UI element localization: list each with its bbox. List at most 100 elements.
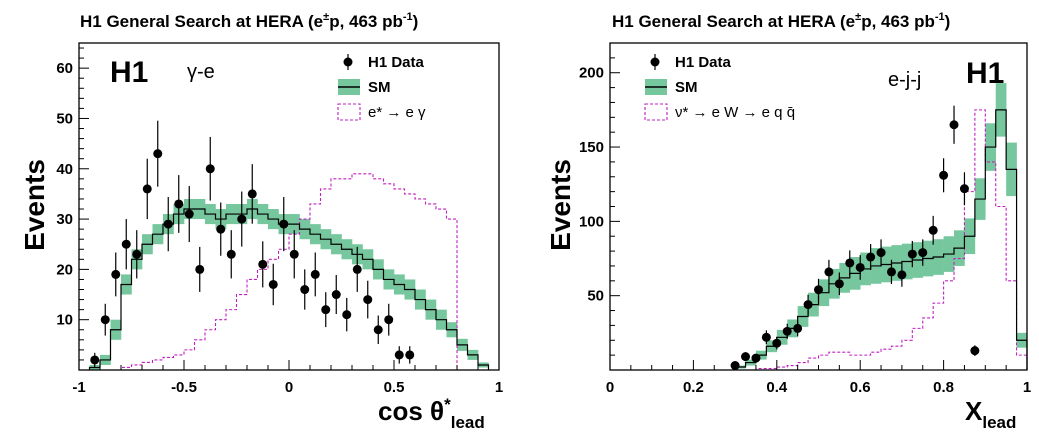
data-point: [866, 253, 875, 262]
channel-label: e-j-j: [888, 69, 921, 91]
data-point: [835, 279, 844, 288]
x-tick-label: 1: [1023, 379, 1031, 396]
title-text: ): [945, 12, 951, 31]
data-point: [783, 327, 792, 336]
title-sup: -1: [403, 11, 413, 23]
data-point: [237, 215, 246, 224]
data-point: [374, 325, 383, 334]
x-tick-label: 0: [606, 379, 614, 396]
legend-label: SM: [368, 79, 391, 96]
data-point: [939, 171, 948, 180]
x-axis-label-sup: *: [444, 395, 451, 414]
data-point: [918, 248, 927, 257]
data-point: [970, 346, 979, 355]
data-point: [111, 270, 120, 279]
title-sup: -1: [935, 11, 945, 23]
data-point: [950, 120, 959, 129]
x-axis-label-main: X: [965, 396, 983, 426]
legend-label: ν* → e W → e q q̄: [675, 104, 795, 121]
data-point: [90, 355, 99, 364]
data-point: [804, 300, 813, 309]
legend: H1 Data SM ν* → e W → e q q̄: [645, 54, 795, 121]
data-point: [101, 315, 110, 324]
x-axis-label: cos θ*lead: [378, 395, 485, 432]
x-axis-label-main: cos θ: [378, 396, 444, 426]
channel-label: γ-e: [187, 61, 215, 83]
data-point: [153, 149, 162, 158]
data-point: [122, 240, 131, 249]
data-point: [279, 220, 288, 229]
legend-label: SM: [675, 79, 698, 96]
y-tick-label: 50: [56, 110, 73, 127]
x-tick-label: 0: [285, 379, 293, 396]
chart-title: H1 General Search at HERA (e±p, 463 pb-1…: [612, 11, 950, 31]
legend-signal-box: [645, 104, 667, 120]
title-text: p, 463 pb: [861, 12, 935, 31]
y-tick-label: 30: [56, 211, 73, 228]
signal-histogram: [90, 174, 489, 370]
x-tick-label: 0.4: [766, 379, 788, 396]
data-point: [300, 285, 309, 294]
title-text: ): [413, 12, 419, 31]
x-tick-label: -0.5: [171, 379, 197, 396]
data-point: [856, 263, 865, 272]
experiment-label: H1: [966, 57, 1004, 90]
y-tick-label: 100: [579, 213, 604, 230]
x-axis-label-sub: lead: [451, 413, 485, 432]
data-point: [793, 324, 802, 333]
legend-label: H1 Data: [675, 54, 732, 71]
x-axis-label-sub: lead: [982, 413, 1016, 432]
data-point: [814, 285, 823, 294]
data-point: [206, 164, 215, 173]
y-tick-label: 150: [579, 139, 604, 156]
data-point: [174, 199, 183, 208]
plot-frame: [610, 43, 1027, 370]
data-point: [143, 184, 152, 193]
data-point: [216, 225, 225, 234]
legend-signal-box: [338, 104, 360, 120]
y-tick-label: 50: [587, 288, 604, 305]
legend-label: e* → e γ: [368, 104, 426, 121]
data-point: [751, 354, 760, 363]
x-axis-label: Xlead: [965, 396, 1016, 432]
data-point: [824, 267, 833, 276]
panel-1: H1 General Search at HERA (e±p, 463 pb-1…: [19, 11, 503, 432]
title-text: H1 General Search at HERA (e: [80, 12, 323, 31]
title-text: p, 463 pb: [329, 12, 403, 31]
x-tick-label: -1: [72, 379, 85, 396]
title-text: H1 General Search at HERA (e: [612, 12, 855, 31]
data-point: [332, 290, 341, 299]
data-point: [897, 270, 906, 279]
data-point: [772, 339, 781, 348]
data-point: [132, 250, 141, 259]
data-point: [877, 248, 886, 257]
data-point: [342, 310, 351, 319]
y-axis-label: Events: [19, 159, 50, 251]
y-tick-label: 10: [56, 312, 73, 329]
y-axis-label: Events: [545, 159, 576, 251]
y-tick-label: 40: [56, 161, 73, 178]
data-point: [762, 333, 771, 342]
y-tick-label: 60: [56, 60, 73, 77]
panel-2: H1 General Search at HERA (e±p, 463 pb-1…: [545, 11, 1031, 432]
data-point: [384, 315, 393, 324]
chart-title: H1 General Search at HERA (e±p, 463 pb-1…: [80, 11, 418, 31]
data-point: [227, 250, 236, 259]
data-point: [845, 258, 854, 267]
data-point: [248, 189, 257, 198]
data-point: [185, 210, 194, 219]
y-tick-label: 200: [579, 65, 604, 82]
data-point: [929, 226, 938, 235]
x-tick-label: 1: [495, 379, 503, 396]
data-point: [311, 270, 320, 279]
legend: H1 Data SM e* → e γ: [338, 54, 426, 121]
data-point: [290, 250, 299, 259]
data-point: [887, 267, 896, 276]
data-point: [960, 184, 969, 193]
data-point: [321, 305, 330, 314]
data-point: [164, 220, 173, 229]
x-tick-label: 0.6: [850, 379, 871, 396]
experiment-label: H1: [110, 56, 148, 89]
